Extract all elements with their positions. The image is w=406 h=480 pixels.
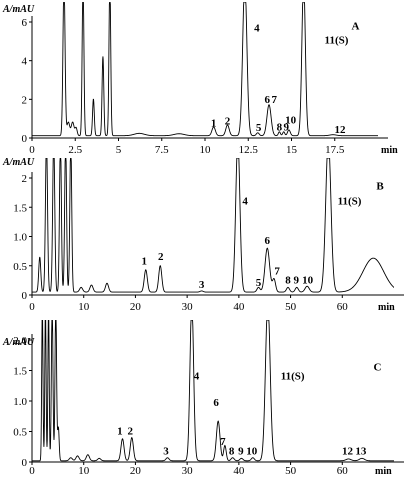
panel-label-B: B [376,181,384,193]
peak-label-5: 5 [256,277,262,289]
x-tick-label-B: 40 [233,301,245,313]
peak-label-7: 7 [271,94,277,106]
x-tick-label-B: 60 [337,301,349,313]
x-tick-label-C: 30 [182,465,194,477]
y-axis-label-B: A/mAU [2,157,35,168]
chromatogram-trace-C [32,320,394,462]
x-tick-label-B: 50 [285,301,297,313]
peak-label-2: 2 [225,115,231,127]
y-tick-label-C: 0.5 [13,427,27,439]
peak-label-1: 1 [211,117,217,129]
x-tick-label-C: 50 [285,465,297,477]
peak-label-6: 6 [265,94,271,106]
x-axis-unit-C: min [375,466,392,477]
x-tick-label-B: 20 [130,301,142,313]
peak-label-8: 8 [277,121,283,133]
peak-label-4: 4 [194,371,200,383]
x-tick-label-A: 0 [29,144,35,156]
peak-label-9: 9 [238,446,244,458]
peak-label-2: 2 [128,426,134,438]
peak-label-8: 8 [229,446,235,458]
peak-label-7: 7 [220,436,226,448]
peak-label-11s: 11(S) [338,195,362,207]
y-tick-label-C: 1.5 [13,366,27,378]
peak-label-4: 4 [242,195,248,207]
x-tick-label-C: 40 [233,465,245,477]
peak-label-10: 10 [302,274,314,286]
panel-label-A: A [352,21,360,33]
x-tick-label-A: 7.5 [155,144,169,156]
y-tick-label-B: 1.0 [13,232,27,244]
x-tick-label-B: 30 [182,301,194,313]
peak-label-1: 1 [141,256,147,268]
x-tick-label-A: 17.5 [325,144,345,156]
peak-label-12: 12 [334,124,346,136]
x-tick-label-C: 10 [78,465,90,477]
x-tick-label-A: 2.5 [68,144,82,156]
x-axis-unit-A: min [381,145,398,156]
peak-label-10: 10 [285,115,297,127]
peak-label-9: 9 [284,121,290,133]
x-tick-label-C: 20 [130,465,142,477]
y-tick-label-A: 2 [22,94,28,106]
chromatogram-trace-B [32,158,394,293]
x-axis-unit-B: min [378,302,395,313]
y-tick-label-B: 0 [22,290,28,302]
x-tick-label-A: 12.5 [239,144,259,156]
y-tick-label-C: 2.0 [13,335,27,347]
peak-label-8: 8 [285,274,291,286]
y-tick-label-B: 1.5 [13,202,27,214]
x-tick-label-A: 5 [116,144,122,156]
chromatogram-trace-A [32,2,378,137]
x-tick-label-B: 0 [29,301,35,313]
peak-label-7: 7 [274,266,280,278]
y-axis-label-A: A/mAU [2,4,35,15]
peak-label-10: 10 [246,446,258,458]
peak-label-2: 2 [158,251,164,263]
y-tick-label-B: 2 [22,173,28,185]
peak-label-9: 9 [294,274,300,286]
y-tick-label-A: 0 [22,133,28,145]
peak-label-1: 1 [117,426,123,438]
x-tick-label-C: 0 [29,465,35,477]
y-tick-label-C: 0 [22,457,28,469]
y-axis-label-C: A/mAU [2,337,35,348]
peak-label-11s: 11(S) [325,34,349,46]
peak-label-3: 3 [199,279,205,291]
peak-label-13: 13 [355,446,367,458]
peak-label-6: 6 [265,235,271,247]
x-tick-label-A: 10 [200,144,212,156]
peak-label-11s: 11(S) [281,371,305,383]
panel-label-C: C [373,362,381,374]
peak-label-5: 5 [256,122,262,134]
peak-label-3: 3 [163,446,169,458]
x-tick-label-B: 10 [78,301,90,313]
y-tick-label-A: 4 [22,56,28,68]
x-tick-label-C: 60 [337,465,349,477]
x-tick-label-A: 15 [286,144,298,156]
peak-label-12: 12 [342,446,354,458]
y-tick-label-B: 0.5 [13,261,27,273]
y-tick-label-C: 1.0 [13,396,27,408]
peak-label-4: 4 [254,23,260,35]
y-tick-label-A: 6 [22,17,28,29]
peak-label-6: 6 [213,397,219,409]
